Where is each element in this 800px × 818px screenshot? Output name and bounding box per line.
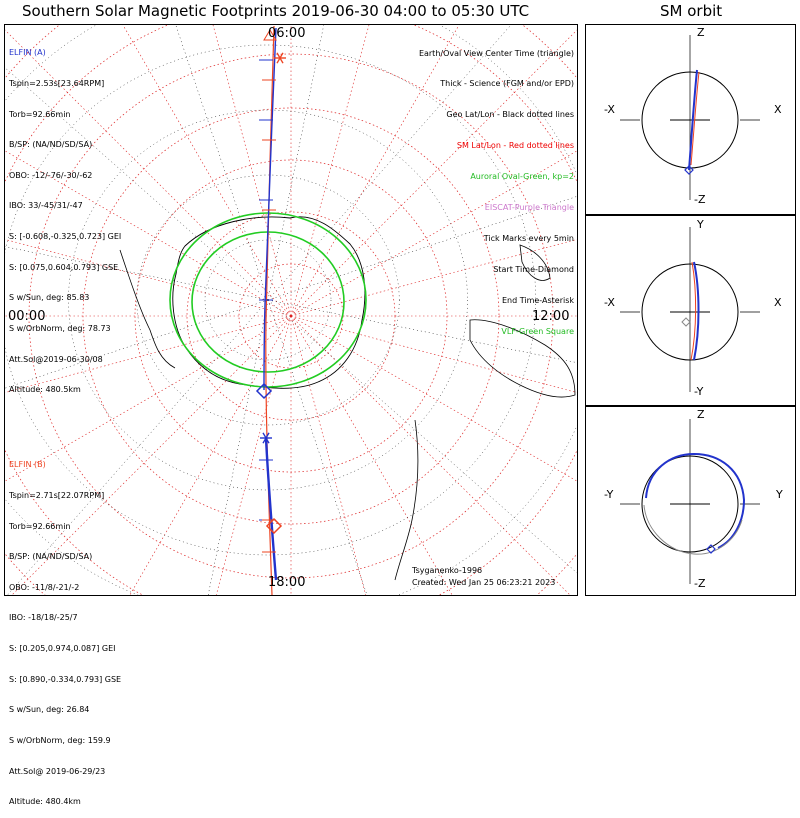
elfin-b-name: ELFIN (B) (9, 460, 46, 470)
orbit1-start-diamond (684, 165, 694, 175)
orbit2-left-label: -X (604, 296, 615, 309)
legend-entry: Tick Marks every 5min (483, 233, 574, 243)
elfin-b-end-asterisk (276, 52, 284, 64)
orbit3-elfin-a (645, 452, 746, 549)
view-center-triangle (263, 29, 277, 41)
model-credit: Tsyganenko-1996 (412, 566, 483, 575)
elfin-a-line: OBO: -12/-76/-30/-62 (9, 170, 93, 180)
elfin-a-line: S: [-0.608,-0.325,0.723] GEI (9, 232, 122, 242)
orbit-panel-xy (585, 215, 796, 406)
sm-lon-line (290, 315, 571, 595)
orbit3-start-diamond (706, 544, 716, 554)
geo-lat-circle (136, 174, 400, 426)
orbit1-top-label: Z (697, 26, 705, 39)
orbit-panel-yz (585, 406, 796, 596)
legend-entry: Thick - Science (FGM and/or EPD) (440, 79, 574, 89)
elfin-b-line: OBO: -11/8/-21/-2 (9, 582, 80, 592)
orbit1-right-label: X (774, 103, 782, 116)
elfin-a-line: Torb=92.66min (9, 109, 71, 119)
map-layer (5, 25, 577, 595)
sm-lat-circle (28, 53, 554, 579)
geo-lon-line (207, 299, 269, 595)
sm-lon-line (290, 25, 370, 317)
elfin-b-line: Att.Sol@ 2019-06-29/23 (9, 766, 106, 776)
orbit1-elfin-a (688, 69, 698, 171)
elfin-b-info: ELFIN (B) Tspin=2.71s[22.07RPM] Torb=92.… (9, 440, 121, 818)
orbit1-left-label: -X (604, 103, 615, 116)
legend-entry: VLF-Green Square (501, 326, 574, 336)
orbit3-top-label: Z (697, 408, 705, 421)
orbit2-elfin-a (693, 261, 700, 361)
elfin-a-name: ELFIN (A) (9, 48, 46, 58)
orbit-title: SM orbit (660, 2, 723, 20)
created-timestamp: Created: Wed Jan 25 06:23:21 2023 (412, 578, 556, 587)
mlt-label-bottom: 18:00 (268, 575, 306, 590)
new-zealand-outline (519, 244, 551, 281)
legend-entry: Start Time-Diamond (493, 264, 574, 274)
legend-entry: EISCAT-Purple Triangle (484, 203, 574, 213)
elfin-b-line: Altitude: 480.4km (9, 797, 81, 807)
south-america-coast (119, 249, 176, 369)
main-title: Southern Solar Magnetic Footprints 2019-… (22, 2, 530, 20)
geo-lon-line (267, 299, 368, 595)
footprint-map-frame (4, 24, 578, 596)
elfin-a-line: S: [0.075,0.604,0.793] GSE (9, 262, 119, 272)
orbit2-top-label: Y (697, 218, 704, 231)
footprint-map (5, 25, 760, 595)
orbit3-bottom-label: -Z (694, 577, 706, 590)
elfin-a-line: IBO: 33/-45/31/-47 (9, 201, 83, 211)
elfin-a-line: S w/Sun, deg: 85.83 (9, 293, 90, 303)
elfin-a-line: B/SP: (NA/ND/SD/SA) (9, 140, 93, 150)
orbit2-bottom-label: -Y (694, 385, 704, 398)
elfin-a-line: S w/OrbNorm, deg: 78.73 (9, 323, 111, 333)
elfin-a-track-science (264, 437, 278, 581)
orbit3-elfin-b (643, 504, 743, 555)
orbit1-bottom-label: -Z (694, 193, 706, 206)
legend-entry: Auroral Oval-Green, kp=2 (470, 172, 574, 182)
elfin-b-line: Tspin=2.71s[22.07RPM] (9, 491, 105, 501)
geo-lat-circle (204, 239, 332, 361)
orbit-panel-xz (585, 24, 796, 215)
orbit3-right-label: Y (776, 488, 783, 501)
legend-entry: End Time-Asterisk (501, 295, 574, 305)
elfin-a-start-diamond (255, 382, 273, 400)
elfin-b-line: S: [0.205,0.974,0.087] GEI (9, 644, 116, 654)
geo-lat-circle (5, 44, 536, 556)
elfin-b-line: S w/OrbNorm, deg: 159.9 (9, 735, 111, 745)
africa-coast (394, 419, 419, 581)
elfin-b-line: B/SP: (NA/ND/SD/SA) (9, 552, 93, 562)
legend-entry: Geo Lat/Lon - Black dotted lines (446, 110, 574, 120)
legend-entry: Earth/Oval View Center Time (triangle) (418, 48, 574, 58)
elfin-b-line: S w/Sun, deg: 26.84 (9, 705, 90, 715)
elfin-b-start-diamond (265, 517, 283, 535)
sm-lon-line (290, 315, 367, 595)
elfin-b-line: IBO: -18/18/-25/7 (9, 613, 78, 623)
sm-lon-line (290, 315, 577, 482)
elfin-a-line: Tspin=2.53s[23.64RPM] (9, 79, 105, 89)
elfin-a-line: Att.Sol@2019-06-30/08 (9, 354, 103, 364)
legend-entry: SM Lat/Lon - Red dotted lines (456, 141, 574, 151)
elfin-b-line: Torb=92.66min (9, 521, 71, 531)
orbit1-elfin-b (690, 71, 700, 166)
mlt-label-left: 00:00 (8, 309, 46, 324)
geo-lat-circle (68, 109, 468, 491)
australia-outline (469, 319, 576, 398)
orbit2-right-label: X (774, 296, 782, 309)
elfin-a-info: ELFIN (A) Tspin=2.53s[23.64RPM] Torb=92.… (9, 28, 121, 406)
legend: Earth/Oval View Center Time (triangle) T… (419, 28, 574, 347)
elfin-b-line: S: [0.890,-0.334,0.793] GSE (9, 674, 122, 684)
elfin-a-line: Altitude: 480.5km (9, 385, 81, 395)
orbit3-left-label: -Y (604, 488, 614, 501)
mlt-label-right: 12:00 (532, 309, 570, 324)
geo-lon-line (175, 25, 269, 301)
elfin-a-end-asterisk (262, 432, 270, 444)
orbit2-elfin-b (690, 261, 697, 361)
elfin-a-track (263, 27, 277, 391)
geo-lon-line (267, 25, 325, 301)
orbit2-start-diamond (681, 317, 691, 327)
mlt-label-top: 06:00 (268, 26, 306, 41)
sm-lon-line (290, 315, 453, 595)
